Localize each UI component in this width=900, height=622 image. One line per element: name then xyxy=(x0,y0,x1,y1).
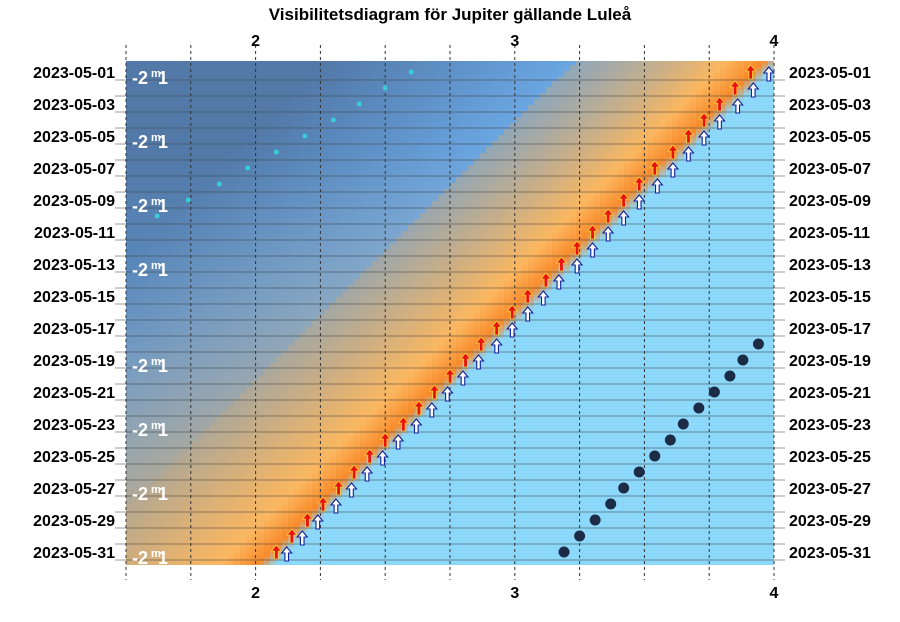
chart-title: Visibilitetsdiagram för Jupiter gällande… xyxy=(269,5,632,24)
